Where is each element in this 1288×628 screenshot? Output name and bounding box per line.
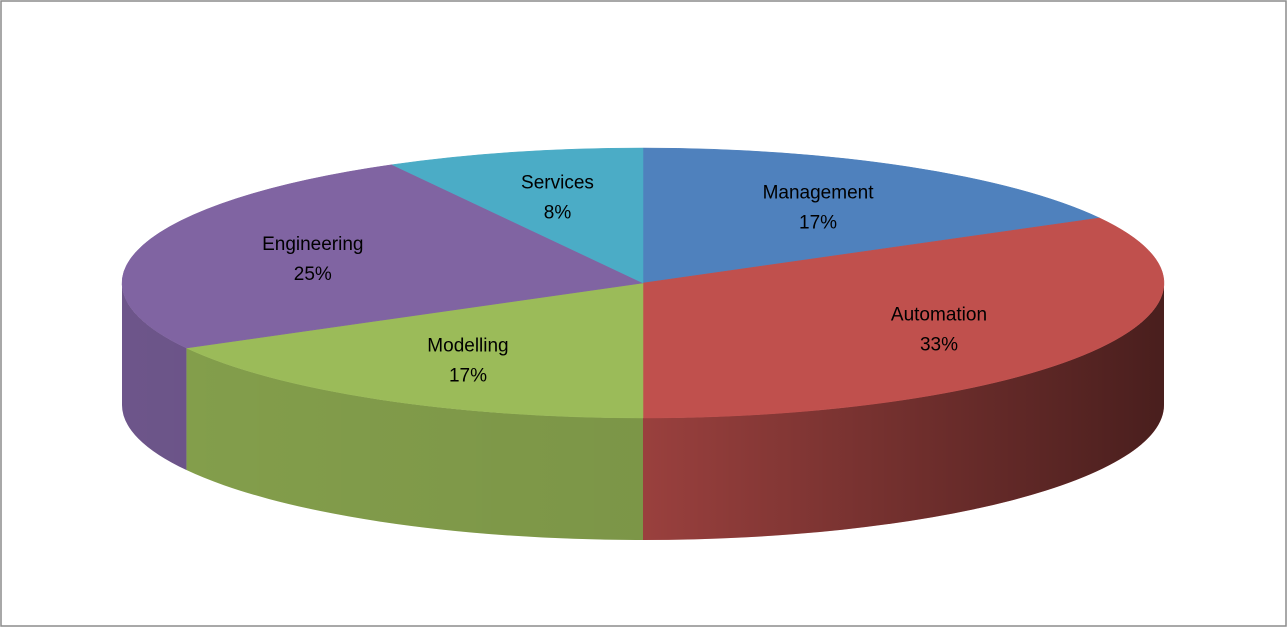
slice-side-shade	[122, 283, 187, 471]
slice-value-label: 25%	[294, 264, 332, 285]
slice	[121, 164, 644, 349]
slice	[185, 282, 644, 419]
slice	[642, 147, 1101, 284]
slice-label: Services	[521, 173, 594, 194]
slice-value-label: 17%	[449, 366, 487, 387]
slice-label: Automation	[891, 304, 987, 325]
slice-value-label: 8%	[544, 203, 572, 224]
slice-label: Modelling	[427, 336, 508, 357]
slice-side-shade	[186, 348, 643, 540]
slice-side-shade	[643, 283, 1164, 540]
slice-label: Engineering	[262, 234, 363, 255]
slice	[391, 147, 644, 284]
slice-label: Management	[763, 182, 875, 203]
slice-value-label: 33%	[920, 334, 958, 355]
slice	[642, 217, 1165, 419]
slice-value-label: 17%	[799, 212, 837, 233]
